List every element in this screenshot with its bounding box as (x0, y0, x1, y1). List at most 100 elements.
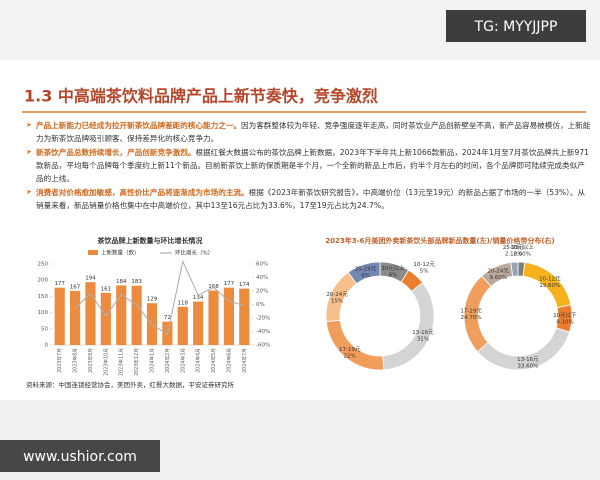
donut-label-category: 17-19元 (339, 346, 361, 353)
y2-tick-label: 60% (256, 262, 268, 268)
x-tick-label: 2023年11月 (118, 348, 125, 376)
x-tick-label: 2023年9月 (87, 348, 94, 373)
donut-label: 17-19元 22% (339, 346, 361, 360)
donut-label: 25-29元 9% (355, 265, 377, 279)
bar (54, 287, 65, 345)
legend-swatch (88, 250, 98, 255)
y-tick-label: 50 (41, 326, 48, 332)
x-tick-label: 2023年7月 (56, 348, 63, 373)
x-tick-label: 2023年8月 (72, 348, 79, 373)
donut-label-value: 8.10% (556, 319, 573, 325)
donut-label-category: 10-12元 (413, 260, 435, 267)
donut-label-value: 31% (417, 336, 429, 342)
bar (208, 290, 219, 345)
panel-title: 2023年3-6月美团外卖新茶饮头部品牌新品数量(左)/销量价格带分布(右) (325, 236, 554, 245)
donut-segment (510, 261, 519, 277)
bar-value-label: 177 (54, 281, 65, 287)
bar-value-label: 174 (239, 282, 250, 288)
bar-value-label: 161 (101, 286, 112, 292)
donut-label: 17-19元 24.70% (460, 307, 482, 321)
y-tick-label: 150 (38, 294, 49, 300)
donut-label-category: 13-16元 (517, 355, 539, 362)
bullet-lead: 消费者对价格愈加敏感，高性价比产品将逐渐成为市场的主流。 (36, 188, 249, 197)
bar (239, 288, 250, 345)
donut-label-category: 30元以上 (381, 263, 405, 271)
donut-label: 20-24元 15% (326, 290, 348, 304)
donut-label-category: 17-19元 (460, 307, 482, 314)
donut-label-value: 24.70% (461, 314, 482, 320)
donut-label-value: 9.60% (489, 274, 506, 280)
watermark: TG: MYYJJPP (474, 19, 558, 35)
donut-label-category: 10-12元 (539, 275, 561, 282)
donut-label-category: 30元以上 (510, 243, 534, 251)
donut-label: 13-16元 33.60% (517, 355, 539, 369)
y2-tick-label: 40% (256, 275, 268, 281)
legend-label: 环比增长（%） (175, 249, 213, 257)
bar (85, 282, 96, 345)
y2-tick-label: -60% (256, 343, 270, 349)
donut-label-value: 15% (331, 298, 343, 304)
x-tick-label: 2024年7月 (241, 348, 248, 373)
y-tick-label: 0 (45, 343, 49, 349)
x-tick-label: 2024年4月 (195, 348, 202, 373)
bar (223, 287, 234, 345)
y2-tick-label: -20% (256, 316, 270, 322)
x-tick-label: 2023年10月 (102, 348, 109, 376)
donut-label-value: 19.60% (539, 282, 560, 288)
x-tick-label: 2024年3月 (179, 348, 186, 373)
donut-label-value: 2.10% (505, 251, 522, 257)
bar (100, 292, 111, 345)
donut-label: 10-12元 19.60% (539, 275, 561, 289)
bullets: 产品上新能力已经成为拉开新茶饮品牌差距的核心能力之一。因为客群整体较为年轻、竞争… (26, 119, 592, 213)
watermark-box (446, 10, 586, 42)
donut-label: 30元以上 2.00% (510, 243, 534, 258)
bullet: 新茶饮产品总数持续增长，产品创新竞争激烈。根据红餐大数据公布的茶饮品牌上新数据，… (26, 146, 592, 185)
donut-label-category: 20-24元 (487, 267, 509, 274)
x-tick-label: 2024年6月 (225, 348, 232, 373)
bullet-body: 根据《2023年新茶饮研究报告》，中高端价位（13元至19元）的新品占据了市场的… (36, 188, 586, 210)
bar-value-label: 134 (193, 295, 204, 301)
donut-label-category: 13-16元 (412, 329, 434, 336)
y-tick-label: 100 (38, 310, 49, 316)
bullet: 消费者对价格愈加敏感，高性价比产品将逐渐成为市场的主流。根据《2023年新茶饮研… (26, 186, 592, 212)
donut-label-value: 9% (361, 272, 370, 278)
legend-label: 上新数量（款） (101, 249, 140, 257)
bar-value-label: 118 (178, 300, 189, 306)
bar-value-label: 184 (116, 279, 127, 285)
donut-label: 13-16元 31% (412, 329, 434, 343)
growth-line (74, 259, 245, 336)
bar-value-label: 129 (147, 297, 158, 303)
y-tick-label: 250 (38, 262, 49, 268)
donut-label-value: 22% (344, 353, 356, 359)
site: www.ushior.com (23, 449, 137, 465)
x-tick-label: 2024年5月 (210, 348, 217, 373)
donut-segment (325, 319, 385, 371)
y2-tick-label: 0% (256, 302, 265, 308)
x-tick-label: 2023年12月 (133, 348, 140, 376)
bullet-body: 根据红餐大数据公布的茶饮品牌上新数据，2023年下半年共上新1066款新品，20… (36, 148, 589, 183)
bar-value-label: 194 (85, 276, 96, 282)
donut-label: 10元以下 8.10% (553, 312, 577, 326)
site-box (0, 440, 160, 472)
donut-label-category: 20-24元 (326, 290, 348, 297)
bullet-lead: 新茶饮产品总数持续增长，产品创新竞争激烈。 (36, 148, 196, 157)
donut-segment (382, 282, 435, 371)
bullet-lead: 产品上新能力已经成为拉开新茶饮品牌差距的核心能力之一。 (36, 121, 242, 130)
source: 资料来源：中国连锁经营协会，美团外卖，红餐大数据，平安证券研究所 (26, 380, 235, 389)
chart-title: 茶饮品牌上新数量与环比增长情况 (97, 236, 203, 245)
bar (131, 285, 142, 345)
donut-label-category: 25-29元 (355, 265, 377, 272)
donut-label-category: 10元以下 (553, 312, 577, 319)
x-tick-label: 2024年1月 (149, 348, 156, 373)
donut-segment (347, 261, 381, 285)
bar (116, 285, 127, 345)
x-tick-label: 2024年2月 (164, 348, 171, 373)
donut-label: 10-12元 5% (413, 260, 435, 274)
bar (70, 290, 81, 345)
donut-label-value: 5% (420, 268, 429, 274)
bullet-body: 因为客群整体较为年轻、竞争强度逐年走高，同时茶饮业产品创新壁垒不高，新产品容易被… (36, 121, 591, 143)
donut-label-value: 33.60% (517, 363, 538, 369)
bar-value-label: 167 (70, 284, 81, 290)
